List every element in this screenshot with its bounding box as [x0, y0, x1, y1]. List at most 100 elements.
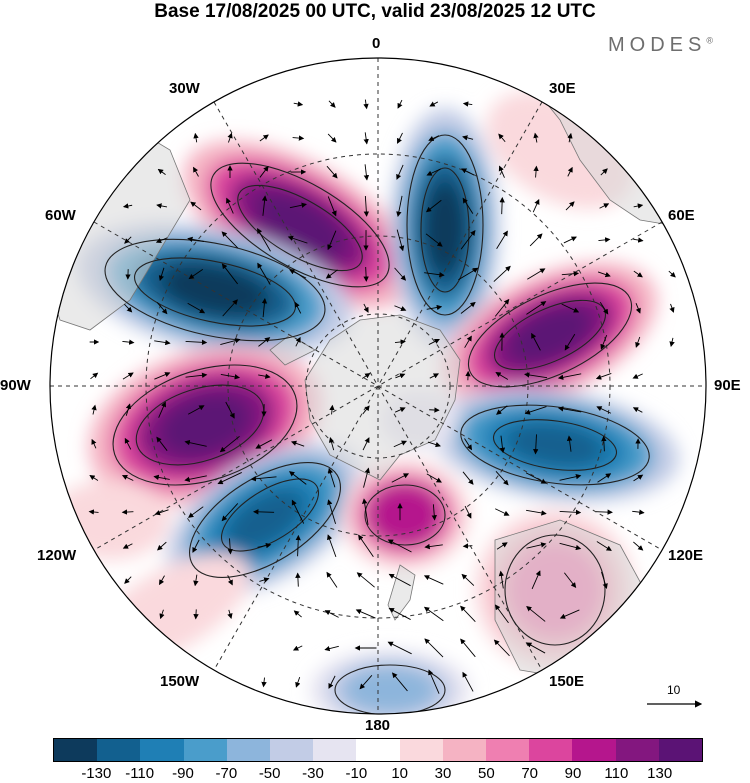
wind-arrow — [529, 233, 543, 247]
wind-arrow — [496, 405, 508, 415]
wind-arrow — [426, 304, 443, 311]
contour — [210, 162, 390, 288]
meridian-60w-120e — [93, 221, 663, 551]
wind-arrow — [635, 336, 641, 348]
wind-arrow — [393, 440, 408, 448]
wind-arrow — [632, 407, 643, 413]
colorbar-segment — [442, 739, 487, 761]
wind-arrow — [493, 639, 510, 657]
wind-arrow — [261, 677, 267, 688]
brand-text: MODES — [608, 34, 707, 56]
wind-arrow — [496, 230, 508, 249]
wind-arrow — [494, 604, 509, 624]
wind-arrow — [328, 675, 336, 689]
wind-arrow — [391, 672, 408, 692]
contour — [420, 167, 470, 293]
wind-arrow — [90, 372, 99, 380]
anomaly-fill — [505, 422, 605, 468]
wind-arrow — [428, 669, 440, 694]
wind-arrow — [326, 165, 338, 179]
wind-arrow — [498, 570, 505, 589]
wind-arrow — [499, 435, 506, 454]
lon-label-30e: 30E — [549, 80, 576, 97]
wind-arrow — [600, 334, 608, 350]
wind-arrow — [495, 508, 510, 516]
wind-arrow — [559, 542, 582, 551]
wind-arrow — [460, 638, 476, 658]
wind-arrow — [259, 165, 269, 178]
wind-arrow — [291, 499, 305, 524]
wind-arrow — [124, 236, 132, 244]
wind-arrow — [158, 267, 165, 282]
wind-arrow — [458, 267, 479, 281]
wind-arrow — [219, 435, 240, 453]
wind-arrow — [532, 199, 540, 213]
wind-arrow — [159, 609, 165, 620]
colorbar-tick-label: 30 — [434, 765, 452, 782]
meridian-30w-150e — [213, 101, 543, 671]
new-zealand — [387, 564, 416, 621]
wind-arrow — [394, 339, 406, 345]
wind-arrow — [261, 298, 268, 318]
wind-arrow — [633, 237, 644, 243]
colorbar-tick-label: -30 — [302, 765, 324, 782]
wind-vectors — [88, 99, 676, 694]
colorbar-segment — [399, 739, 443, 761]
reference-vector-label: 10 — [667, 683, 681, 697]
registered-mark: ® — [706, 35, 713, 46]
wind-arrow — [122, 203, 133, 209]
wind-arrow — [257, 542, 272, 549]
wind-arrow — [596, 541, 612, 551]
wind-arrow — [187, 236, 205, 243]
wind-arrow — [258, 373, 271, 379]
wind-arrow — [391, 473, 410, 483]
wind-arrow — [125, 403, 132, 416]
wind-arrow — [526, 605, 546, 622]
wind-arrow — [327, 534, 337, 558]
wind-arrow — [363, 467, 370, 488]
wind-arrow — [566, 435, 573, 452]
wind-arrow — [388, 573, 411, 587]
wind-arrow — [187, 302, 206, 314]
wind-arrow — [325, 269, 338, 279]
wind-arrow — [220, 373, 241, 380]
wind-arrow — [227, 132, 233, 143]
wind-arrow — [429, 373, 439, 379]
contour — [492, 419, 618, 471]
wind-arrow — [184, 439, 207, 447]
wind-arrow — [190, 201, 202, 211]
wind-arrow — [461, 168, 475, 176]
wind-arrow — [226, 197, 234, 214]
wind-arrow — [91, 404, 97, 415]
lon-label-60w: 60W — [45, 207, 76, 224]
wind-arrow — [533, 434, 539, 455]
wind-arrow — [387, 641, 412, 655]
wind-arrow — [363, 132, 369, 145]
colorbar-tick-label: -10 — [345, 765, 368, 782]
wind-arrow — [327, 196, 337, 217]
wind-arrow — [396, 164, 404, 180]
wind-arrow — [355, 609, 376, 619]
wind-arrow — [498, 133, 506, 143]
lon-label-120w: 120W — [37, 547, 77, 564]
wind-arrow — [295, 534, 301, 557]
wind-arrow — [122, 339, 135, 345]
wind-arrow — [289, 471, 307, 485]
wind-arrow — [154, 372, 171, 380]
wind-arrow — [362, 437, 370, 451]
wind-arrow — [526, 542, 547, 549]
wind-arrow — [601, 435, 607, 452]
wind-arrow — [356, 572, 375, 588]
wind-arrow — [396, 229, 405, 252]
wind-arrow — [595, 373, 612, 380]
wind-arrow — [293, 610, 302, 618]
wind-arrow — [290, 440, 305, 447]
meridian-60e-120w — [93, 221, 663, 551]
modes-logo: MODES® — [608, 34, 713, 57]
wind-arrow — [188, 269, 204, 280]
wind-arrow — [324, 645, 339, 652]
wind-arrow — [255, 439, 273, 449]
wind-arrow — [387, 539, 412, 553]
wind-arrow — [595, 509, 613, 515]
wind-arrow — [122, 543, 133, 549]
